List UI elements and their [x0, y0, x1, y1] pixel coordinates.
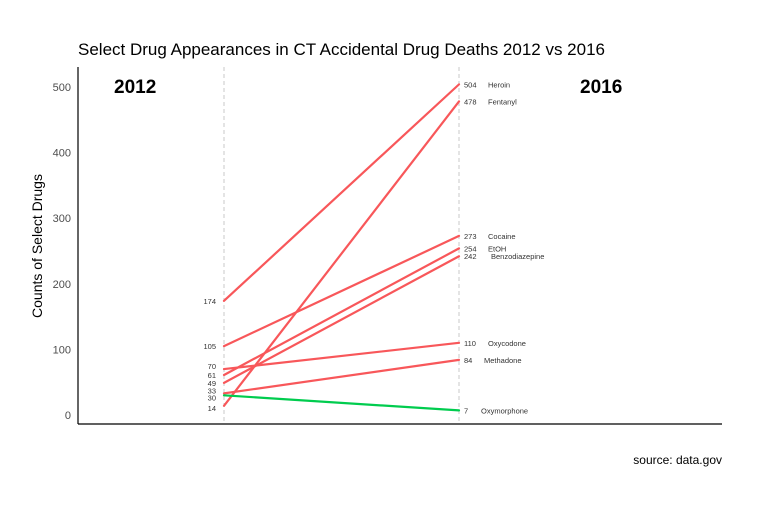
- series-line-oxycodone: [222, 341, 461, 371]
- y-tick-label: 0: [65, 410, 71, 422]
- series-name-label: EtOH: [488, 244, 506, 253]
- right-value-label: 273: [464, 232, 477, 241]
- y-axis-label: Counts of Select Drugs: [29, 174, 45, 318]
- series-name-label: Benzodiazepine: [491, 252, 544, 261]
- y-tick-label: 500: [53, 82, 71, 94]
- year-label-right: 2016: [580, 77, 622, 98]
- left-value-label: 30: [208, 393, 216, 402]
- value-labels: 174 504 Heroin 14 478 Fentanyl 105 273 Cocaine 61…: [203, 80, 544, 415]
- left-value-label: 49: [208, 379, 216, 388]
- y-tick-label: 100: [53, 344, 71, 356]
- chart-title: Select Drug Appearances in CT Accidental…: [78, 40, 605, 59]
- y-tick-label: 300: [53, 213, 71, 225]
- left-value-label: 70: [208, 362, 216, 371]
- series-line-cocaine: [222, 234, 461, 348]
- right-value-label: 254: [464, 244, 477, 253]
- year-label-left: 2012: [114, 77, 156, 98]
- right-value-label: 110: [464, 339, 476, 348]
- series-line-benzodiazepine: [222, 255, 461, 384]
- series-line-heroin: [222, 83, 461, 302]
- y-ticks: 0 100 200 300 400 500: [53, 82, 71, 422]
- left-value-label: 105: [203, 342, 216, 351]
- left-value-label: 14: [208, 404, 216, 413]
- y-tick-label: 400: [53, 148, 71, 160]
- left-value-label: 174: [203, 297, 216, 306]
- slope-lines: [222, 83, 461, 412]
- series-name-label: Oxymorphone: [481, 406, 528, 415]
- right-value-label: 504: [464, 80, 477, 89]
- series-name-label: Oxycodone: [488, 339, 526, 348]
- series-line-etoh: [222, 247, 461, 377]
- series-line-oxymorphone: [222, 394, 461, 412]
- source-caption: source: data.gov: [633, 453, 722, 467]
- series-name-label: Heroin: [488, 80, 510, 89]
- year-dividers: [223, 67, 460, 424]
- right-value-label: 478: [464, 97, 477, 106]
- right-value-label: 7: [464, 406, 468, 415]
- right-value-label: 84: [464, 356, 472, 365]
- left-value-label: 61: [208, 371, 216, 380]
- series-name-label: Methadone: [484, 356, 522, 365]
- right-value-label: 242: [464, 252, 477, 261]
- series-name-label: Fentanyl: [488, 97, 517, 106]
- series-line-methadone: [222, 358, 461, 395]
- series-name-label: Cocaine: [488, 232, 516, 241]
- axes: [77, 67, 722, 425]
- y-tick-label: 200: [53, 279, 71, 291]
- left-value-label: 33: [208, 386, 216, 395]
